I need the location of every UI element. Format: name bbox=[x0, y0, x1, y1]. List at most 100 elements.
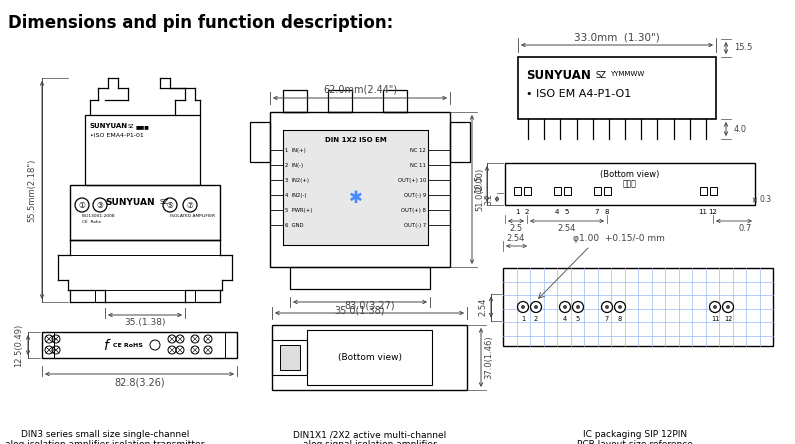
Circle shape bbox=[563, 305, 567, 309]
Text: DIN 1X2 ISO EM: DIN 1X2 ISO EM bbox=[324, 137, 386, 143]
Text: 12: 12 bbox=[723, 316, 732, 322]
Text: 4  IN2(-): 4 IN2(-) bbox=[285, 193, 307, 198]
Bar bbox=[280, 345, 300, 370]
Text: 5  PWR(+): 5 PWR(+) bbox=[285, 207, 312, 213]
Text: 7: 7 bbox=[605, 316, 609, 322]
Text: 62.0mm(2.44"): 62.0mm(2.44") bbox=[323, 85, 397, 95]
Text: SZ: SZ bbox=[128, 124, 134, 129]
Circle shape bbox=[723, 301, 734, 313]
Text: ⑤: ⑤ bbox=[167, 201, 173, 210]
Bar bbox=[518, 57, 716, 119]
Bar bbox=[307, 330, 432, 385]
Text: 1  IN(+): 1 IN(+) bbox=[285, 147, 306, 152]
Text: 2: 2 bbox=[534, 316, 538, 322]
Circle shape bbox=[576, 305, 580, 309]
Bar bbox=[604, 187, 611, 195]
Circle shape bbox=[521, 305, 525, 309]
Text: ISO13001:2008: ISO13001:2008 bbox=[82, 214, 115, 218]
Bar bbox=[700, 187, 707, 195]
Text: SUNYUAN: SUNYUAN bbox=[526, 69, 591, 82]
Text: 2.54: 2.54 bbox=[507, 234, 525, 242]
Text: 7: 7 bbox=[595, 209, 599, 215]
Circle shape bbox=[618, 305, 622, 309]
Text: CE RoHS: CE RoHS bbox=[113, 342, 143, 348]
Text: 3.2: 3.2 bbox=[484, 193, 494, 205]
Text: NC 12: NC 12 bbox=[410, 147, 426, 152]
Circle shape bbox=[572, 301, 584, 313]
Bar bbox=[70, 185, 220, 240]
Bar bbox=[42, 332, 237, 358]
Bar bbox=[290, 267, 430, 289]
Bar bbox=[328, 90, 352, 112]
Text: 12: 12 bbox=[708, 209, 717, 215]
Text: Dimensions and pin function description:: Dimensions and pin function description: bbox=[8, 14, 394, 32]
Bar bbox=[272, 325, 467, 390]
Text: 4: 4 bbox=[563, 316, 567, 322]
Text: (Bottom view): (Bottom view) bbox=[338, 353, 401, 362]
Text: CE  Rohs: CE Rohs bbox=[82, 220, 101, 224]
Text: ③: ③ bbox=[96, 201, 103, 210]
Text: ISOLATED AMPLIFIER: ISOLATED AMPLIFIER bbox=[170, 214, 215, 218]
Text: 4.0: 4.0 bbox=[734, 124, 747, 134]
Text: DIN3 series small size single-channel
alog isolation amplifier isolation transmi: DIN3 series small size single-channel al… bbox=[6, 430, 204, 444]
Text: 4: 4 bbox=[555, 209, 559, 215]
Bar bbox=[42, 332, 54, 358]
Text: SZ: SZ bbox=[596, 71, 607, 80]
Text: YYMMWW: YYMMWW bbox=[610, 71, 644, 77]
Text: 2  IN(-): 2 IN(-) bbox=[285, 163, 303, 167]
Bar bbox=[514, 187, 521, 195]
Text: 35.0(1.38): 35.0(1.38) bbox=[335, 305, 386, 315]
Bar bbox=[503, 268, 773, 346]
Text: φ1.00  +0.15/-0 mm: φ1.00 +0.15/-0 mm bbox=[573, 234, 665, 242]
Circle shape bbox=[534, 305, 538, 309]
Text: SUNYUAN: SUNYUAN bbox=[105, 198, 155, 206]
Text: 2.54: 2.54 bbox=[479, 298, 487, 316]
Text: IC packaging SIP 12PIN
PCB layout size reference: IC packaging SIP 12PIN PCB layout size r… bbox=[577, 430, 693, 444]
Text: 2: 2 bbox=[525, 209, 529, 215]
Text: 51.0(2.00): 51.0(2.00) bbox=[475, 168, 484, 211]
Text: 底视图: 底视图 bbox=[623, 179, 637, 188]
Text: NC 11: NC 11 bbox=[410, 163, 426, 167]
Bar bbox=[564, 187, 571, 195]
Text: 83.0(3.27): 83.0(3.27) bbox=[344, 300, 395, 310]
Text: 10.5: 10.5 bbox=[475, 175, 483, 193]
Text: 15.5: 15.5 bbox=[734, 44, 752, 52]
Bar bbox=[554, 187, 561, 195]
Bar bbox=[250, 122, 270, 162]
Bar bbox=[225, 332, 237, 358]
Circle shape bbox=[709, 301, 720, 313]
Bar bbox=[505, 163, 755, 205]
Text: ⑦: ⑦ bbox=[187, 201, 193, 210]
Text: • ISO EM A4-P1-O1: • ISO EM A4-P1-O1 bbox=[526, 89, 631, 99]
Text: 8: 8 bbox=[618, 316, 622, 322]
Circle shape bbox=[530, 301, 541, 313]
Text: 1: 1 bbox=[514, 209, 519, 215]
Text: DIN1X1 /2X2 active multi-channel
alog signal isolation amplifier: DIN1X1 /2X2 active multi-channel alog si… bbox=[293, 430, 447, 444]
Text: $\mathit{f}$: $\mathit{f}$ bbox=[103, 337, 111, 353]
Bar bbox=[85, 115, 200, 185]
Circle shape bbox=[560, 301, 571, 313]
Circle shape bbox=[726, 305, 730, 309]
Text: 55.5mm(2.18"): 55.5mm(2.18") bbox=[28, 159, 37, 222]
Text: OUT(-) 9: OUT(-) 9 bbox=[404, 193, 426, 198]
Bar bbox=[383, 90, 407, 112]
Text: 1: 1 bbox=[521, 316, 525, 322]
Text: SUNYUAN: SUNYUAN bbox=[90, 123, 128, 129]
Text: 8: 8 bbox=[605, 209, 609, 215]
Text: •ISO EMA4-P1-01: •ISO EMA4-P1-01 bbox=[90, 133, 144, 138]
Text: 11: 11 bbox=[699, 209, 708, 215]
Text: 3  IN2(+): 3 IN2(+) bbox=[285, 178, 309, 182]
Text: 2.54: 2.54 bbox=[558, 223, 576, 233]
Text: 6  GND: 6 GND bbox=[285, 222, 304, 227]
Circle shape bbox=[602, 301, 612, 313]
Text: 0.3: 0.3 bbox=[760, 194, 772, 203]
Text: SZ: SZ bbox=[160, 199, 169, 205]
Bar bbox=[710, 187, 717, 195]
Text: 0.7: 0.7 bbox=[739, 223, 751, 233]
Text: OUT(+) 8: OUT(+) 8 bbox=[401, 207, 426, 213]
Text: 82.8(3.26): 82.8(3.26) bbox=[114, 377, 165, 387]
Circle shape bbox=[615, 301, 626, 313]
Text: 2.5: 2.5 bbox=[510, 223, 522, 233]
Circle shape bbox=[518, 301, 529, 313]
Text: ①: ① bbox=[79, 201, 85, 210]
